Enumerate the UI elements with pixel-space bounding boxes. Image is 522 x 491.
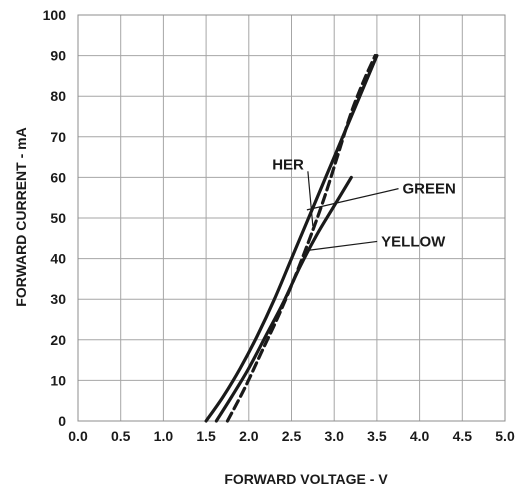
y-tick-label: 60	[50, 169, 66, 185]
annotation-label-her: HER	[272, 156, 304, 173]
x-tick-label: 0.0	[68, 428, 88, 444]
series-lines	[204, 54, 379, 423]
x-axis-title: FORWARD VOLTAGE - V	[224, 471, 388, 487]
series-line-green	[225, 54, 377, 423]
y-tick-label: 90	[50, 48, 66, 64]
annotation-label-green: GREEN	[403, 181, 456, 198]
x-tick-label: 1.5	[196, 428, 216, 444]
y-tick-label: 80	[50, 88, 66, 104]
x-tick-label: 3.0	[324, 428, 344, 444]
y-tick-label: 10	[50, 372, 66, 388]
plot-frame	[77, 14, 506, 422]
annotation-leader-green	[306, 188, 399, 211]
annotation-leader-yellow	[306, 240, 378, 252]
x-tick-label: 4.5	[453, 428, 473, 444]
x-tick-label: 0.5	[111, 428, 131, 444]
annotation-label-yellow: YELLOW	[381, 233, 446, 250]
y-axis-ticks: 0 10 20 30 40 50 60 70 80 90 100	[43, 7, 67, 429]
series-line-her	[204, 54, 379, 423]
x-tick-label: 2.5	[282, 428, 302, 444]
x-tick-label: 2.0	[239, 428, 259, 444]
y-tick-label: 20	[50, 332, 66, 348]
annotation-leader-her	[307, 171, 314, 227]
y-tick-label: 0	[58, 413, 66, 429]
x-tick-label: 5.0	[495, 428, 515, 444]
series-line-yellow	[214, 175, 353, 423]
y-tick-label: 50	[50, 210, 66, 226]
y-tick-label: 100	[43, 7, 67, 23]
y-tick-label: 40	[50, 251, 66, 267]
annotations: HER GREEN YELLOW	[272, 156, 456, 252]
y-tick-label: 30	[50, 291, 66, 307]
y-tick-label: 70	[50, 129, 66, 145]
x-tick-label: 3.5	[367, 428, 387, 444]
grid	[77, 14, 506, 422]
x-tick-label: 1.0	[154, 428, 174, 444]
y-axis-title: FORWARD CURRENT - mA	[13, 127, 29, 306]
x-tick-label: 4.0	[410, 428, 430, 444]
x-axis-ticks: 0.0 0.5 1.0 1.5 2.0 2.5 3.0 3.5 4.0 4.5 5.0	[68, 428, 515, 444]
